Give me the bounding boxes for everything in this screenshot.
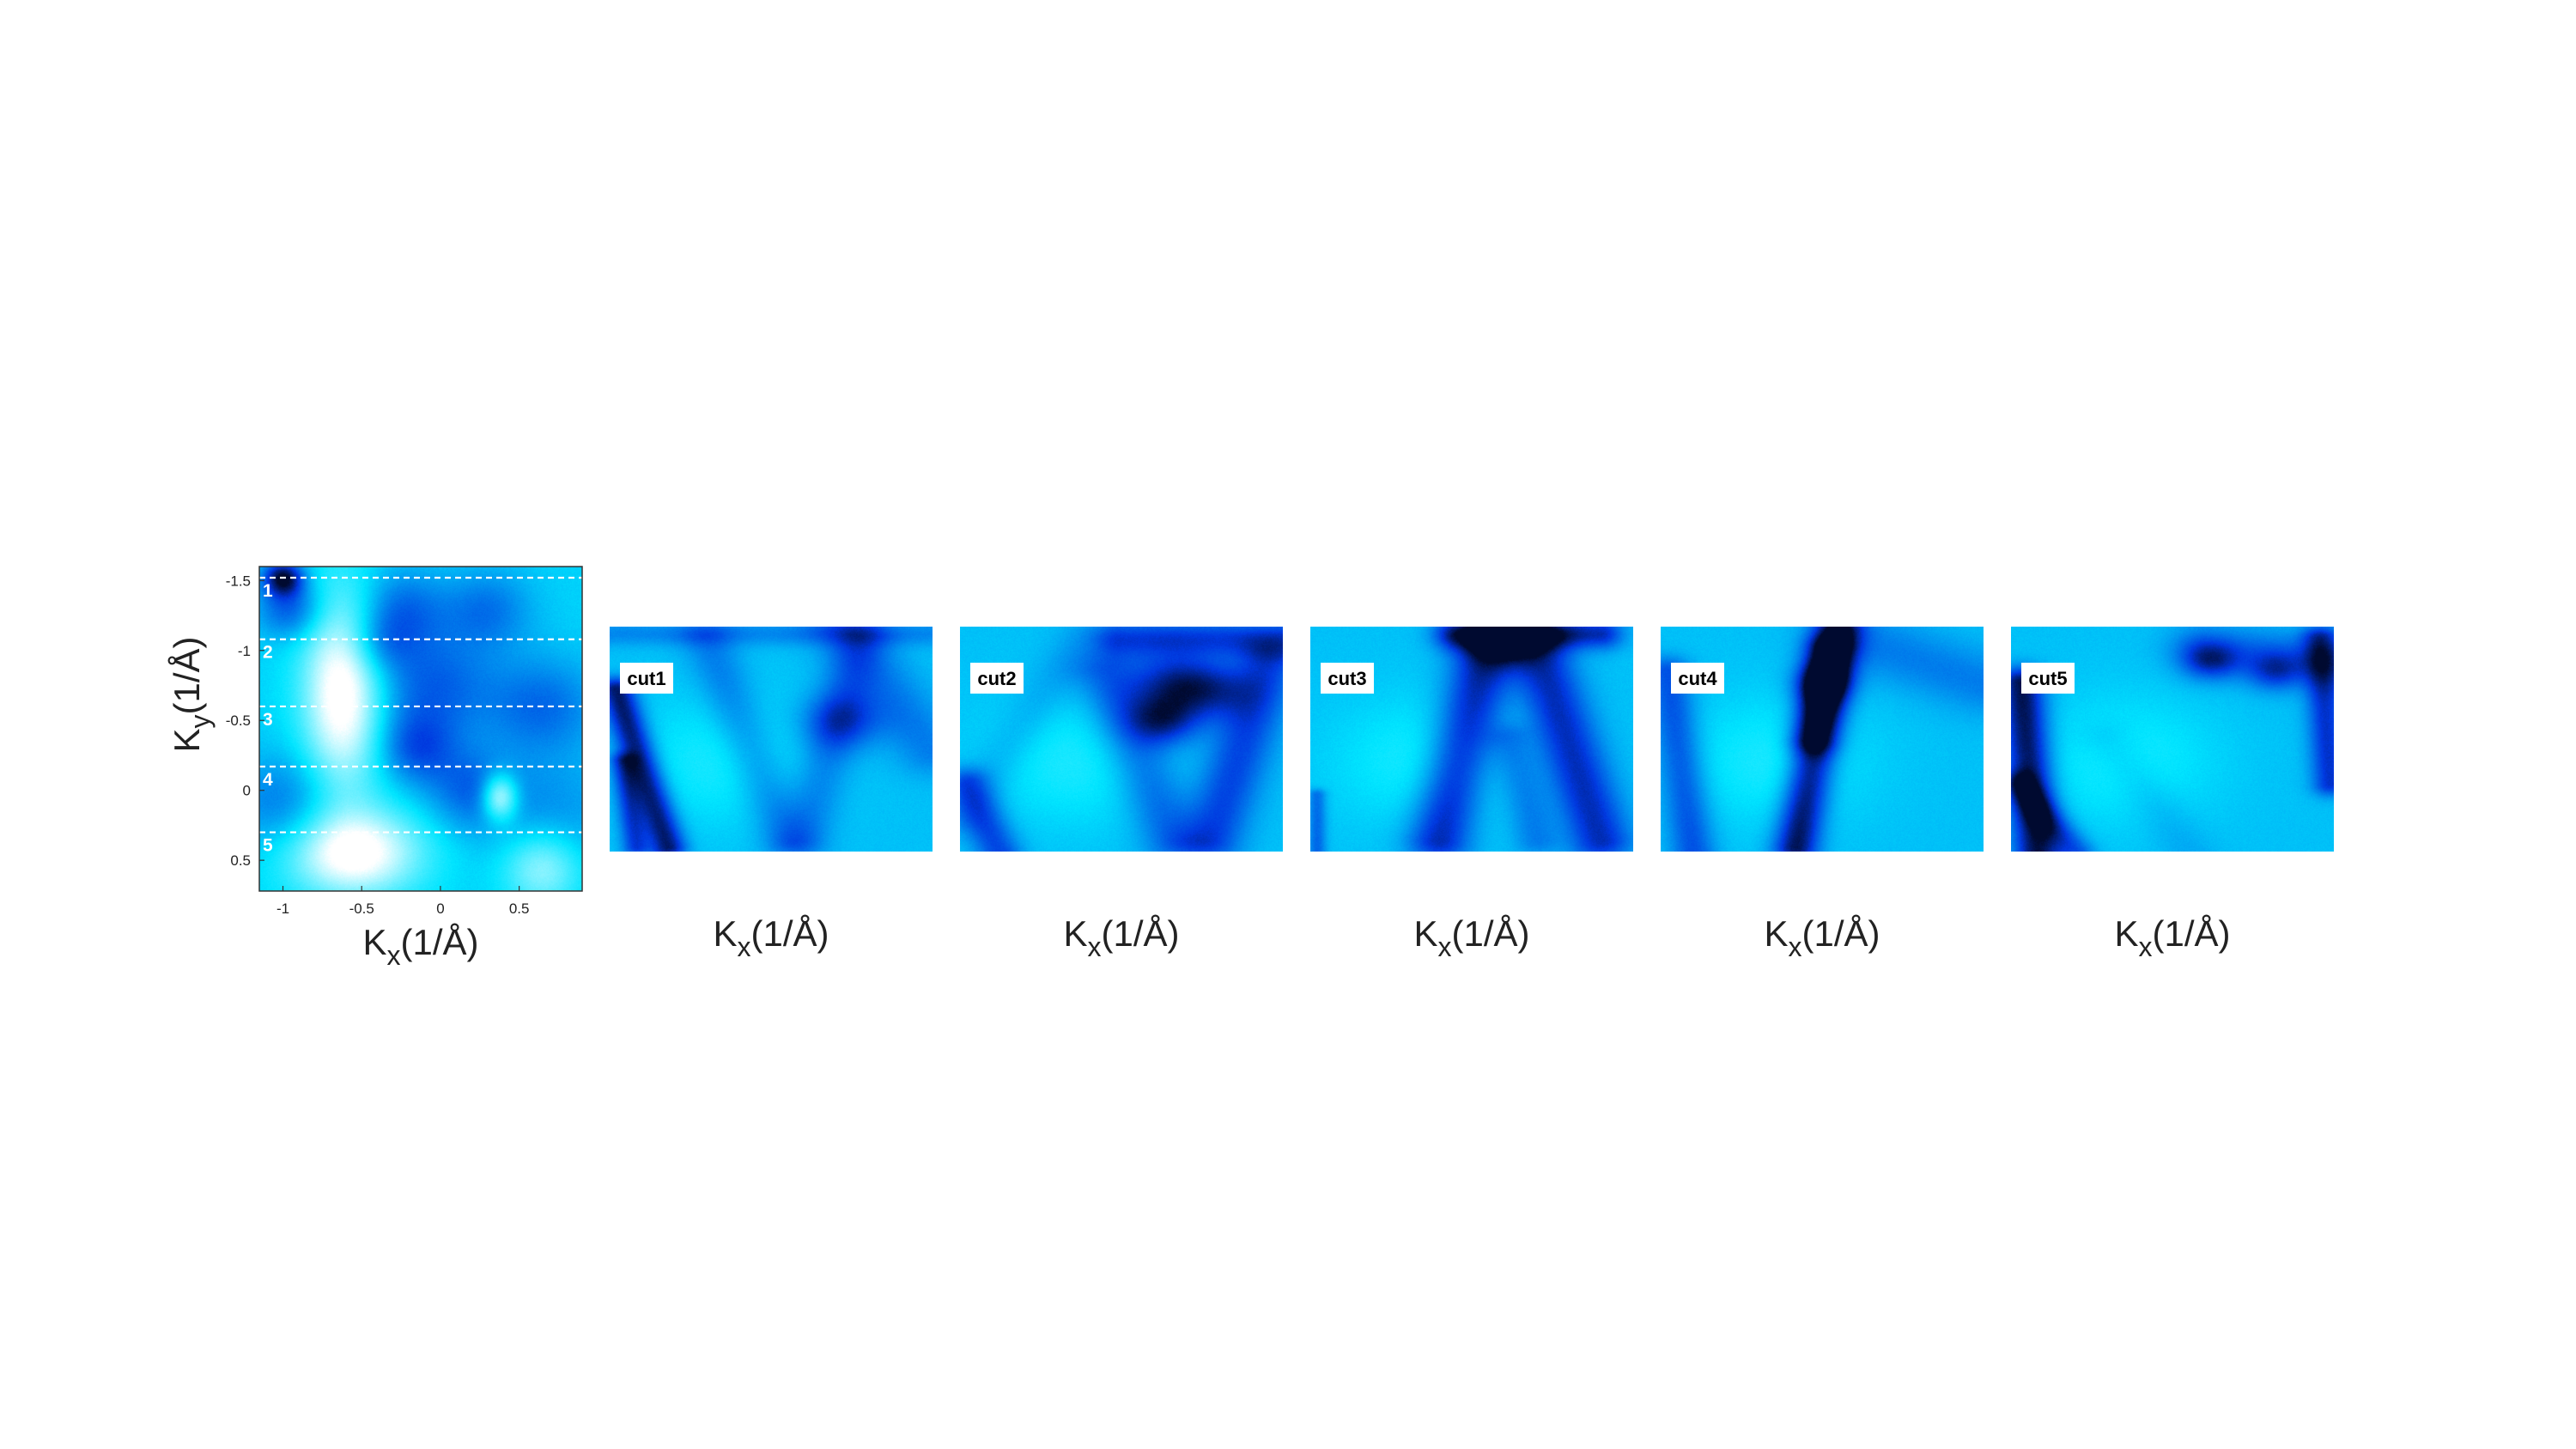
cut-5-x-axis-label-sub: x: [2139, 931, 2153, 962]
cut-panels: cut1Kx(1/Å)cut2Kx(1/Å)cut3Kx(1/Å)cut4Kx(…: [610, 627, 2334, 962]
cut-1-x-axis-label: Kx(1/Å): [713, 913, 829, 962]
cut-3-label: cut3: [1327, 668, 1366, 689]
cut-3-label-box: [1321, 663, 1374, 694]
cut-2-x-axis-label-unit: (1/Å): [1102, 913, 1180, 954]
cut-line-label-3: 3: [263, 710, 273, 730]
cut-2-label-box: [970, 663, 1024, 694]
map-x-tick-label: 0: [436, 900, 444, 917]
cut-4-x-axis-label-unit: (1/Å): [1802, 913, 1880, 954]
cut-1-label-box: [620, 663, 673, 694]
map-x-tick-label: -0.5: [349, 900, 374, 917]
cut-2-x-axis-label: Kx(1/Å): [1063, 913, 1179, 962]
cut-3-intensity-image: [1310, 627, 1633, 852]
cut-5-x-axis-label-unit: (1/Å): [2153, 913, 2231, 954]
cut-3-x-axis-label-sub: x: [1438, 931, 1452, 962]
cut-1-x-axis-label-main: K: [713, 913, 737, 954]
map-y-axis-label: Ky(1/Å): [167, 636, 216, 752]
map-y-tick-label: -0.5: [226, 712, 251, 729]
map-y-tick-label: -1.5: [226, 573, 251, 589]
map-x-tick-label: 0.5: [509, 900, 530, 917]
map-y-ticks: -1.5 -1 -0.5 0 0.5: [226, 573, 264, 869]
cut-panel-3: cut3 Kx(1/Å): [1310, 627, 1633, 962]
cut-5-x-axis-label: Kx(1/Å): [2114, 913, 2230, 962]
map-y-axis-label-unit: (1/Å): [167, 636, 207, 714]
cut-2-intensity-image: [960, 627, 1283, 852]
cut-line-label-5: 5: [263, 836, 273, 856]
map-frame: [258, 566, 583, 892]
map-x-ticks: -1 -0.5 0 0.5: [276, 886, 530, 917]
cut-5-x-axis-label-main: K: [2114, 913, 2138, 954]
map-x-axis-label: Kx(1/Å): [362, 922, 478, 971]
cut-1-x-axis-label-sub: x: [738, 931, 751, 962]
cut-5-label-box: [2021, 663, 2075, 694]
cut-1-intensity-image: [610, 627, 933, 852]
map-y-axis-label-main: K: [167, 729, 207, 753]
cut-line-label-2: 2: [263, 643, 273, 663]
cut-2-x-axis-label-main: K: [1063, 913, 1087, 954]
cut-2-label: cut2: [977, 668, 1016, 689]
map-x-axis-label-sub: x: [387, 940, 401, 971]
cut-panel-1: cut1 Kx(1/Å): [610, 627, 933, 962]
kx-ky-intensity-map: [259, 567, 582, 891]
cut-line-label-1: 1: [263, 581, 273, 601]
map-x-axis-label-main: K: [362, 922, 386, 962]
cut-4-x-axis-label: Kx(1/Å): [1764, 913, 1880, 962]
cut-1-x-axis-label-unit: (1/Å): [751, 913, 829, 954]
cut-3-x-axis-label-unit: (1/Å): [1452, 913, 1530, 954]
map-x-tick-label: -1: [276, 900, 289, 917]
cut-4-x-axis-label-main: K: [1764, 913, 1788, 954]
cut-4-x-axis-label-sub: x: [1789, 931, 1802, 962]
cut-line-label-4: 4: [263, 770, 273, 790]
cut-4-label: cut4: [1678, 668, 1717, 689]
cut-3-x-axis-label-main: K: [1413, 913, 1437, 954]
map-y-tick-label: -1: [238, 643, 251, 659]
cut-panel-5: cut5 Kx(1/Å): [2011, 627, 2334, 962]
cut-panel-4: cut4 Kx(1/Å): [1661, 627, 1984, 962]
map-x-axis-label-unit: (1/Å): [401, 922, 479, 962]
cut-4-label-box: [1671, 663, 1724, 694]
cut-lines: 1 2 3 4 5: [259, 576, 582, 856]
cut-panel-2: cut2 Kx(1/Å): [960, 627, 1283, 962]
map-y-tick-label: 0.5: [230, 852, 251, 869]
cut-5-label: cut5: [2028, 668, 2067, 689]
cut-1-label: cut1: [627, 668, 665, 689]
cut-2-x-axis-label-sub: x: [1088, 931, 1102, 962]
map-y-axis-label-sub: y: [185, 715, 216, 729]
cut-3-x-axis-label: Kx(1/Å): [1413, 913, 1529, 962]
cut-4-intensity-image: [1661, 627, 1984, 852]
cut-5-intensity-image: [2011, 627, 2334, 852]
map-y-tick-label: 0: [243, 783, 251, 799]
